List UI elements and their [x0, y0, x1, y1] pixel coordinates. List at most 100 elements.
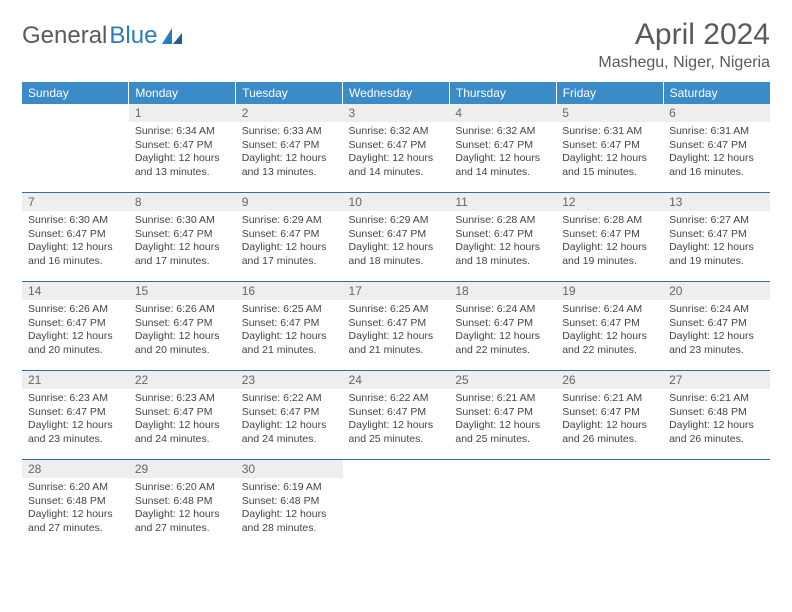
- calendar-cell: 9Sunrise: 6:29 AMSunset: 6:47 PMDaylight…: [236, 193, 343, 282]
- calendar-cell: 7Sunrise: 6:30 AMSunset: 6:47 PMDaylight…: [22, 193, 129, 282]
- sunrise-text: Sunrise: 6:28 AM: [562, 214, 657, 228]
- sunset-text: Sunset: 6:47 PM: [669, 317, 764, 331]
- day-details: Sunrise: 6:20 AMSunset: 6:48 PMDaylight:…: [22, 478, 129, 540]
- day-details: Sunrise: 6:26 AMSunset: 6:47 PMDaylight:…: [22, 300, 129, 362]
- daylight-text-1: Daylight: 12 hours: [349, 152, 444, 166]
- day-details: Sunrise: 6:29 AMSunset: 6:47 PMDaylight:…: [236, 211, 343, 273]
- logo-sail-icon: [161, 27, 183, 45]
- daylight-text-2: and 14 minutes.: [455, 166, 550, 180]
- sunrise-text: Sunrise: 6:20 AM: [28, 481, 123, 495]
- sunrise-text: Sunrise: 6:24 AM: [562, 303, 657, 317]
- day-number: 2: [236, 104, 343, 122]
- sunrise-text: Sunrise: 6:21 AM: [562, 392, 657, 406]
- day-header: Thursday: [449, 82, 556, 104]
- calendar-cell: 24Sunrise: 6:22 AMSunset: 6:47 PMDayligh…: [343, 371, 450, 460]
- header: GeneralBlue April 2024 Mashegu, Niger, N…: [22, 18, 770, 72]
- sunset-text: Sunset: 6:48 PM: [28, 495, 123, 509]
- sunrise-text: Sunrise: 6:26 AM: [28, 303, 123, 317]
- sunrise-text: Sunrise: 6:20 AM: [135, 481, 230, 495]
- day-details: Sunrise: 6:30 AMSunset: 6:47 PMDaylight:…: [129, 211, 236, 273]
- calendar-page: GeneralBlue April 2024 Mashegu, Niger, N…: [0, 0, 792, 566]
- daylight-text-2: and 28 minutes.: [242, 522, 337, 536]
- day-details: Sunrise: 6:21 AMSunset: 6:47 PMDaylight:…: [449, 389, 556, 451]
- sunrise-text: Sunrise: 6:34 AM: [135, 125, 230, 139]
- daylight-text-2: and 20 minutes.: [28, 344, 123, 358]
- sunset-text: Sunset: 6:47 PM: [669, 228, 764, 242]
- sunset-text: Sunset: 6:48 PM: [135, 495, 230, 509]
- calendar-cell: [663, 460, 770, 549]
- day-number: 6: [663, 104, 770, 122]
- calendar-cell: 21Sunrise: 6:23 AMSunset: 6:47 PMDayligh…: [22, 371, 129, 460]
- calendar-cell: 19Sunrise: 6:24 AMSunset: 6:47 PMDayligh…: [556, 282, 663, 371]
- day-number: 20: [663, 282, 770, 300]
- calendar-cell: 12Sunrise: 6:28 AMSunset: 6:47 PMDayligh…: [556, 193, 663, 282]
- sunrise-text: Sunrise: 6:21 AM: [455, 392, 550, 406]
- sunrise-text: Sunrise: 6:30 AM: [28, 214, 123, 228]
- day-number: 18: [449, 282, 556, 300]
- day-number: 25: [449, 371, 556, 389]
- sunrise-text: Sunrise: 6:33 AM: [242, 125, 337, 139]
- sunrise-text: Sunrise: 6:22 AM: [349, 392, 444, 406]
- daylight-text-2: and 16 minutes.: [669, 166, 764, 180]
- day-number: 1: [129, 104, 236, 122]
- calendar-week-row: 14Sunrise: 6:26 AMSunset: 6:47 PMDayligh…: [22, 282, 770, 371]
- sunset-text: Sunset: 6:47 PM: [135, 317, 230, 331]
- daylight-text-2: and 27 minutes.: [135, 522, 230, 536]
- day-number: 7: [22, 193, 129, 211]
- calendar-cell: 5Sunrise: 6:31 AMSunset: 6:47 PMDaylight…: [556, 104, 663, 193]
- sunset-text: Sunset: 6:47 PM: [135, 139, 230, 153]
- day-number: 27: [663, 371, 770, 389]
- daylight-text-2: and 17 minutes.: [242, 255, 337, 269]
- day-details: Sunrise: 6:25 AMSunset: 6:47 PMDaylight:…: [343, 300, 450, 362]
- sunrise-text: Sunrise: 6:27 AM: [669, 214, 764, 228]
- daylight-text-1: Daylight: 12 hours: [562, 152, 657, 166]
- day-header: Tuesday: [236, 82, 343, 104]
- day-details: Sunrise: 6:34 AMSunset: 6:47 PMDaylight:…: [129, 122, 236, 184]
- logo-text-1: General: [22, 22, 107, 50]
- daylight-text-2: and 27 minutes.: [28, 522, 123, 536]
- day-number: 11: [449, 193, 556, 211]
- daylight-text-2: and 21 minutes.: [242, 344, 337, 358]
- day-details: Sunrise: 6:24 AMSunset: 6:47 PMDaylight:…: [449, 300, 556, 362]
- calendar-cell: 30Sunrise: 6:19 AMSunset: 6:48 PMDayligh…: [236, 460, 343, 549]
- day-header: Wednesday: [343, 82, 450, 104]
- calendar-cell: 6Sunrise: 6:31 AMSunset: 6:47 PMDaylight…: [663, 104, 770, 193]
- daylight-text-2: and 24 minutes.: [135, 433, 230, 447]
- sunrise-text: Sunrise: 6:29 AM: [349, 214, 444, 228]
- day-number: 21: [22, 371, 129, 389]
- calendar-cell: 23Sunrise: 6:22 AMSunset: 6:47 PMDayligh…: [236, 371, 343, 460]
- daylight-text-1: Daylight: 12 hours: [455, 152, 550, 166]
- day-number: 17: [343, 282, 450, 300]
- calendar-cell: [22, 104, 129, 193]
- sunset-text: Sunset: 6:47 PM: [349, 406, 444, 420]
- daylight-text-2: and 19 minutes.: [562, 255, 657, 269]
- daylight-text-2: and 14 minutes.: [349, 166, 444, 180]
- day-details: Sunrise: 6:33 AMSunset: 6:47 PMDaylight:…: [236, 122, 343, 184]
- daylight-text-1: Daylight: 12 hours: [242, 152, 337, 166]
- sunset-text: Sunset: 6:47 PM: [242, 406, 337, 420]
- day-header-row: Sunday Monday Tuesday Wednesday Thursday…: [22, 82, 770, 104]
- day-number: 29: [129, 460, 236, 478]
- daylight-text-2: and 26 minutes.: [562, 433, 657, 447]
- calendar-cell: 2Sunrise: 6:33 AMSunset: 6:47 PMDaylight…: [236, 104, 343, 193]
- calendar-cell: 14Sunrise: 6:26 AMSunset: 6:47 PMDayligh…: [22, 282, 129, 371]
- daylight-text-2: and 15 minutes.: [562, 166, 657, 180]
- calendar-cell: 22Sunrise: 6:23 AMSunset: 6:47 PMDayligh…: [129, 371, 236, 460]
- daylight-text-1: Daylight: 12 hours: [562, 330, 657, 344]
- day-details: Sunrise: 6:28 AMSunset: 6:47 PMDaylight:…: [449, 211, 556, 273]
- sunrise-text: Sunrise: 6:26 AM: [135, 303, 230, 317]
- calendar-week-row: 21Sunrise: 6:23 AMSunset: 6:47 PMDayligh…: [22, 371, 770, 460]
- daylight-text-2: and 18 minutes.: [455, 255, 550, 269]
- day-details: Sunrise: 6:19 AMSunset: 6:48 PMDaylight:…: [236, 478, 343, 540]
- calendar-cell: 20Sunrise: 6:24 AMSunset: 6:47 PMDayligh…: [663, 282, 770, 371]
- day-number: 28: [22, 460, 129, 478]
- calendar-cell: 17Sunrise: 6:25 AMSunset: 6:47 PMDayligh…: [343, 282, 450, 371]
- sunset-text: Sunset: 6:47 PM: [455, 139, 550, 153]
- day-details: Sunrise: 6:23 AMSunset: 6:47 PMDaylight:…: [22, 389, 129, 451]
- daylight-text-1: Daylight: 12 hours: [242, 330, 337, 344]
- calendar-cell: 10Sunrise: 6:29 AMSunset: 6:47 PMDayligh…: [343, 193, 450, 282]
- daylight-text-1: Daylight: 12 hours: [562, 419, 657, 433]
- sunset-text: Sunset: 6:47 PM: [669, 139, 764, 153]
- sunrise-text: Sunrise: 6:32 AM: [349, 125, 444, 139]
- daylight-text-1: Daylight: 12 hours: [455, 241, 550, 255]
